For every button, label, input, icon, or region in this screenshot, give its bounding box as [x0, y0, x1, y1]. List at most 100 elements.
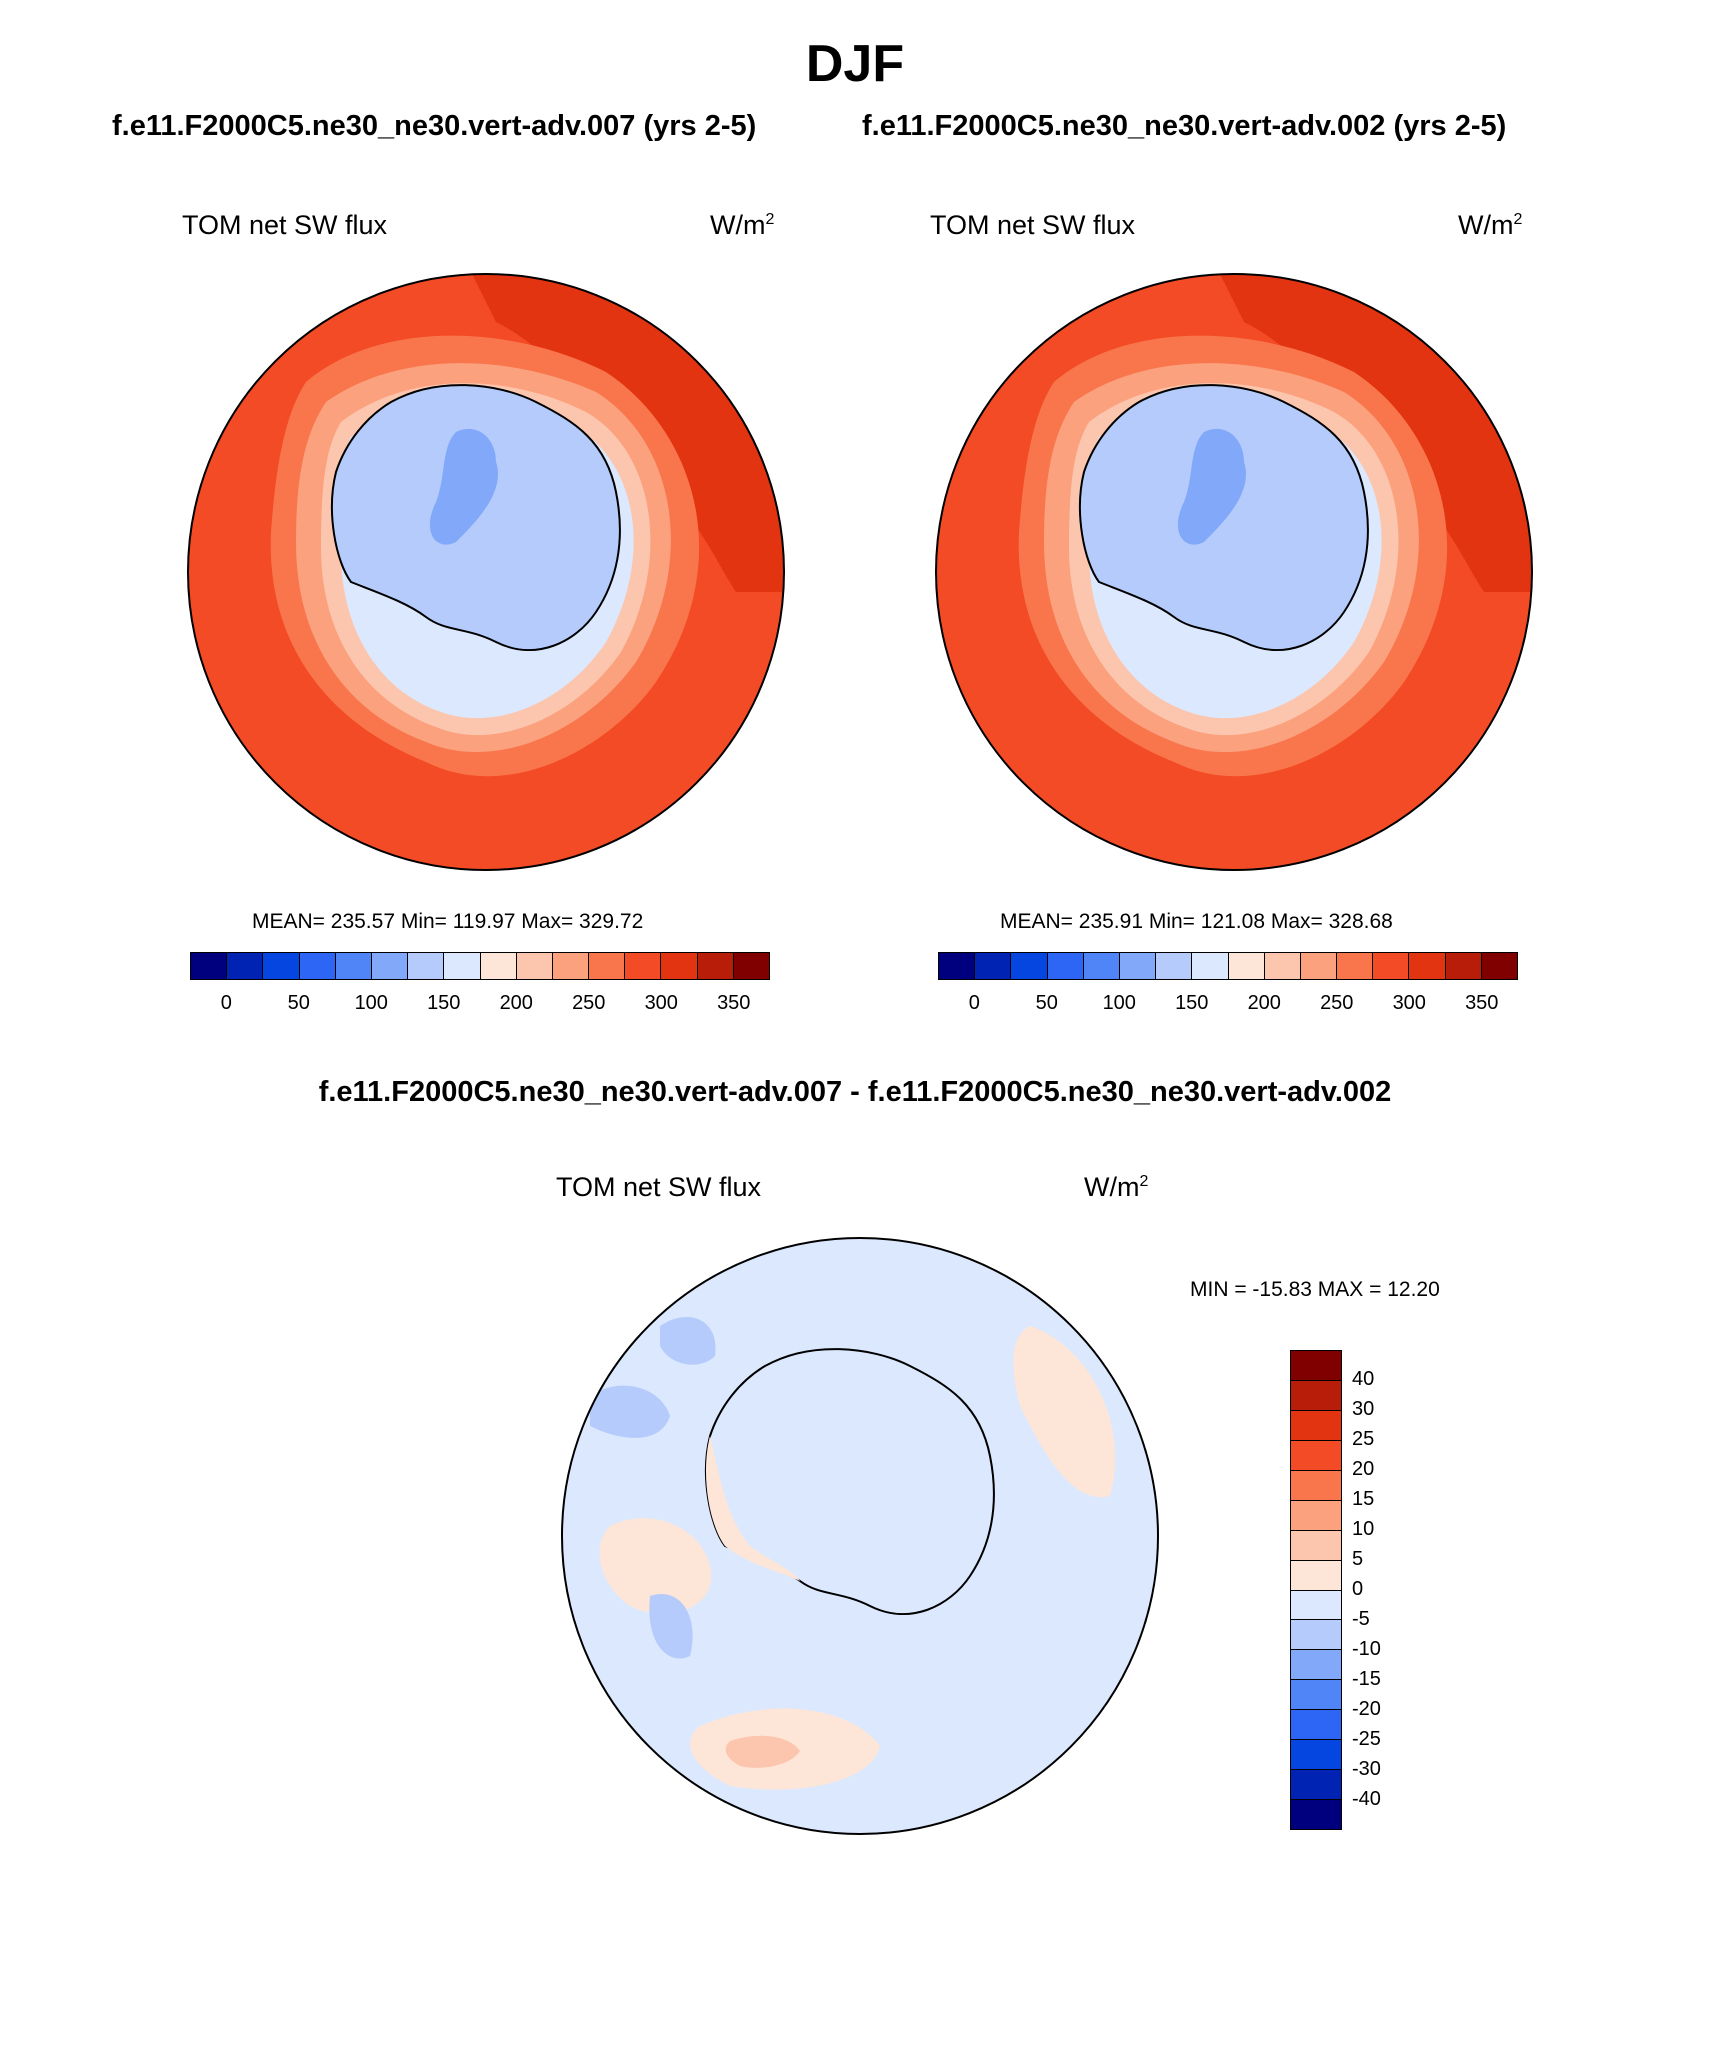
- panel3-positive-patch-2: [1013, 1326, 1116, 1498]
- colorbar-swatch: [1300, 953, 1338, 979]
- colorbar-tick-label: -30: [1352, 1758, 1381, 1780]
- colorbar-swatch: [1409, 953, 1446, 979]
- colorbar-tick-label: 150: [1175, 992, 1209, 1014]
- panel1-variable-label: TOM net SW flux: [182, 210, 388, 240]
- colorbar-tick-label: -25: [1352, 1728, 1381, 1750]
- colorbar-tick-label: -40: [1352, 1788, 1381, 1810]
- colorbar-tick-label: 150: [427, 992, 461, 1014]
- colorbar-swatch: [1291, 1710, 1341, 1741]
- colorbar-swatch: [1291, 1351, 1341, 1381]
- colorbar-tick-label: 0: [1352, 1578, 1364, 1600]
- colorbar-swatch: [371, 953, 409, 979]
- colorbar-swatch: [1291, 1590, 1341, 1621]
- colorbar-swatch: [1291, 1500, 1341, 1531]
- colorbar-tick-label: 200: [499, 992, 533, 1014]
- panel2-interior-low: [1177, 428, 1246, 545]
- colorbar-tick-label: 5: [1352, 1548, 1364, 1570]
- colorbar-tick-label: 200: [1247, 992, 1281, 1014]
- colorbar-swatch: [1481, 953, 1517, 979]
- colorbar-tick-label: -20: [1352, 1698, 1381, 1720]
- colorbar-tick-label: 250: [1320, 992, 1354, 1014]
- colorbar-tick-label: 50: [1035, 992, 1058, 1014]
- colorbar-tick-label: -5: [1352, 1608, 1370, 1630]
- colorbar-swatch: [408, 953, 445, 979]
- panel3-negative-patch-2: [660, 1317, 716, 1365]
- panel2-colorbar: [938, 952, 1518, 980]
- panel3-positive-patch-1: [599, 1518, 712, 1614]
- colorbar-swatch: [939, 953, 976, 979]
- colorbar-swatch: [1291, 1800, 1341, 1829]
- colorbar-tick-label: 20: [1352, 1458, 1375, 1480]
- colorbar-swatch: [1156, 953, 1193, 979]
- panel1-colorbar: [190, 952, 770, 980]
- panel3-negative-patch-3: [649, 1594, 693, 1659]
- colorbar-swatch: [661, 953, 698, 979]
- colorbar-swatch: [975, 953, 1012, 979]
- colorbar-swatch: [1373, 953, 1410, 979]
- panel2-polar-map: [935, 273, 1533, 871]
- panel3-variable-label: TOM net SW flux: [556, 1172, 762, 1202]
- colorbar-swatch: [1291, 1440, 1341, 1471]
- colorbar-tick-label: 50: [287, 992, 310, 1014]
- colorbar-swatch: [625, 953, 662, 979]
- case-title-2: f.e11.F2000C5.ne30_ne30.vert-adv.002 (yr…: [862, 110, 1507, 142]
- colorbar-swatch: [1291, 1410, 1341, 1441]
- colorbar-swatch: [263, 953, 300, 979]
- panel1-interior-low: [429, 428, 498, 545]
- colorbar-tick-label: 350: [717, 992, 751, 1014]
- colorbar-tick-label: 0: [968, 992, 980, 1014]
- panel1-colorbar-labels: 0 50 100 150 200 250 300 350: [190, 992, 770, 1018]
- colorbar-tick-label: 350: [1465, 992, 1499, 1014]
- colorbar-tick-label: 25: [1352, 1428, 1375, 1450]
- colorbar-swatch: [1445, 953, 1482, 979]
- colorbar-tick-label: 300: [644, 992, 678, 1014]
- colorbar-swatch: [444, 953, 481, 979]
- colorbar-swatch: [1119, 953, 1157, 979]
- colorbar-tick-label: 100: [354, 992, 388, 1014]
- colorbar-swatch: [191, 953, 228, 979]
- colorbar-swatch: [733, 953, 769, 979]
- colorbar-tick-label: 250: [572, 992, 606, 1014]
- season-title: DJF: [805, 35, 905, 93]
- colorbar-swatch: [299, 953, 336, 979]
- colorbar-swatch: [552, 953, 590, 979]
- panel1-units: W/m2: [710, 210, 775, 240]
- colorbar-swatch: [1291, 1680, 1341, 1711]
- colorbar-tick-label: 15: [1352, 1488, 1375, 1510]
- panel3-polar-map: [561, 1237, 1159, 1835]
- colorbar-swatch: [1291, 1530, 1341, 1561]
- colorbar-swatch: [1291, 1770, 1341, 1801]
- panel3-coastal-positive: [705, 1436, 800, 1581]
- colorbar-swatch: [335, 953, 372, 979]
- colorbar-swatch: [1291, 1620, 1341, 1651]
- colorbar-swatch: [516, 953, 553, 979]
- colorbar-swatch: [697, 953, 734, 979]
- panel2-stats: MEAN= 235.91 Min= 121.08 Max= 328.68: [1000, 910, 1393, 933]
- colorbar-swatch: [1291, 1650, 1341, 1681]
- colorbar-swatch: [589, 953, 626, 979]
- panel3-colorbar: [1290, 1350, 1342, 1830]
- panel3-negative-patch-1: [590, 1385, 670, 1438]
- colorbar-tick-label: 0: [220, 992, 232, 1014]
- panel2-colorbar-labels: 0 50 100 150 200 250 300 350: [938, 992, 1518, 1018]
- panel3-units: W/m2: [1084, 1172, 1149, 1202]
- colorbar-swatch: [1228, 953, 1265, 979]
- colorbar-tick-label: 100: [1102, 992, 1136, 1014]
- colorbar-swatch: [1011, 953, 1048, 979]
- colorbar-swatch: [1083, 953, 1120, 979]
- colorbar-swatch: [1047, 953, 1084, 979]
- colorbar-swatch: [1291, 1470, 1341, 1501]
- colorbar-swatch: [1192, 953, 1229, 979]
- colorbar-tick-label: 30: [1352, 1398, 1375, 1420]
- panel2-units: W/m2: [1458, 210, 1523, 240]
- colorbar-swatch: [227, 953, 264, 979]
- panel1-polar-map: [187, 273, 785, 871]
- colorbar-swatch: [1337, 953, 1374, 979]
- panel3-positive-patch-4: [725, 1735, 800, 1768]
- colorbar-swatch: [480, 953, 517, 979]
- panel3-colorbar-labels: 40 30 25 20 15 10 5 0 -5 -10 -15 -20 -25 -30 -40: [1352, 1350, 1432, 1830]
- colorbar-swatch: [1291, 1380, 1341, 1411]
- colorbar-swatch: [1291, 1740, 1341, 1771]
- panel1-stats: MEAN= 235.57 Min= 119.97 Max= 329.72: [252, 910, 644, 933]
- colorbar-tick-label: 40: [1352, 1368, 1375, 1390]
